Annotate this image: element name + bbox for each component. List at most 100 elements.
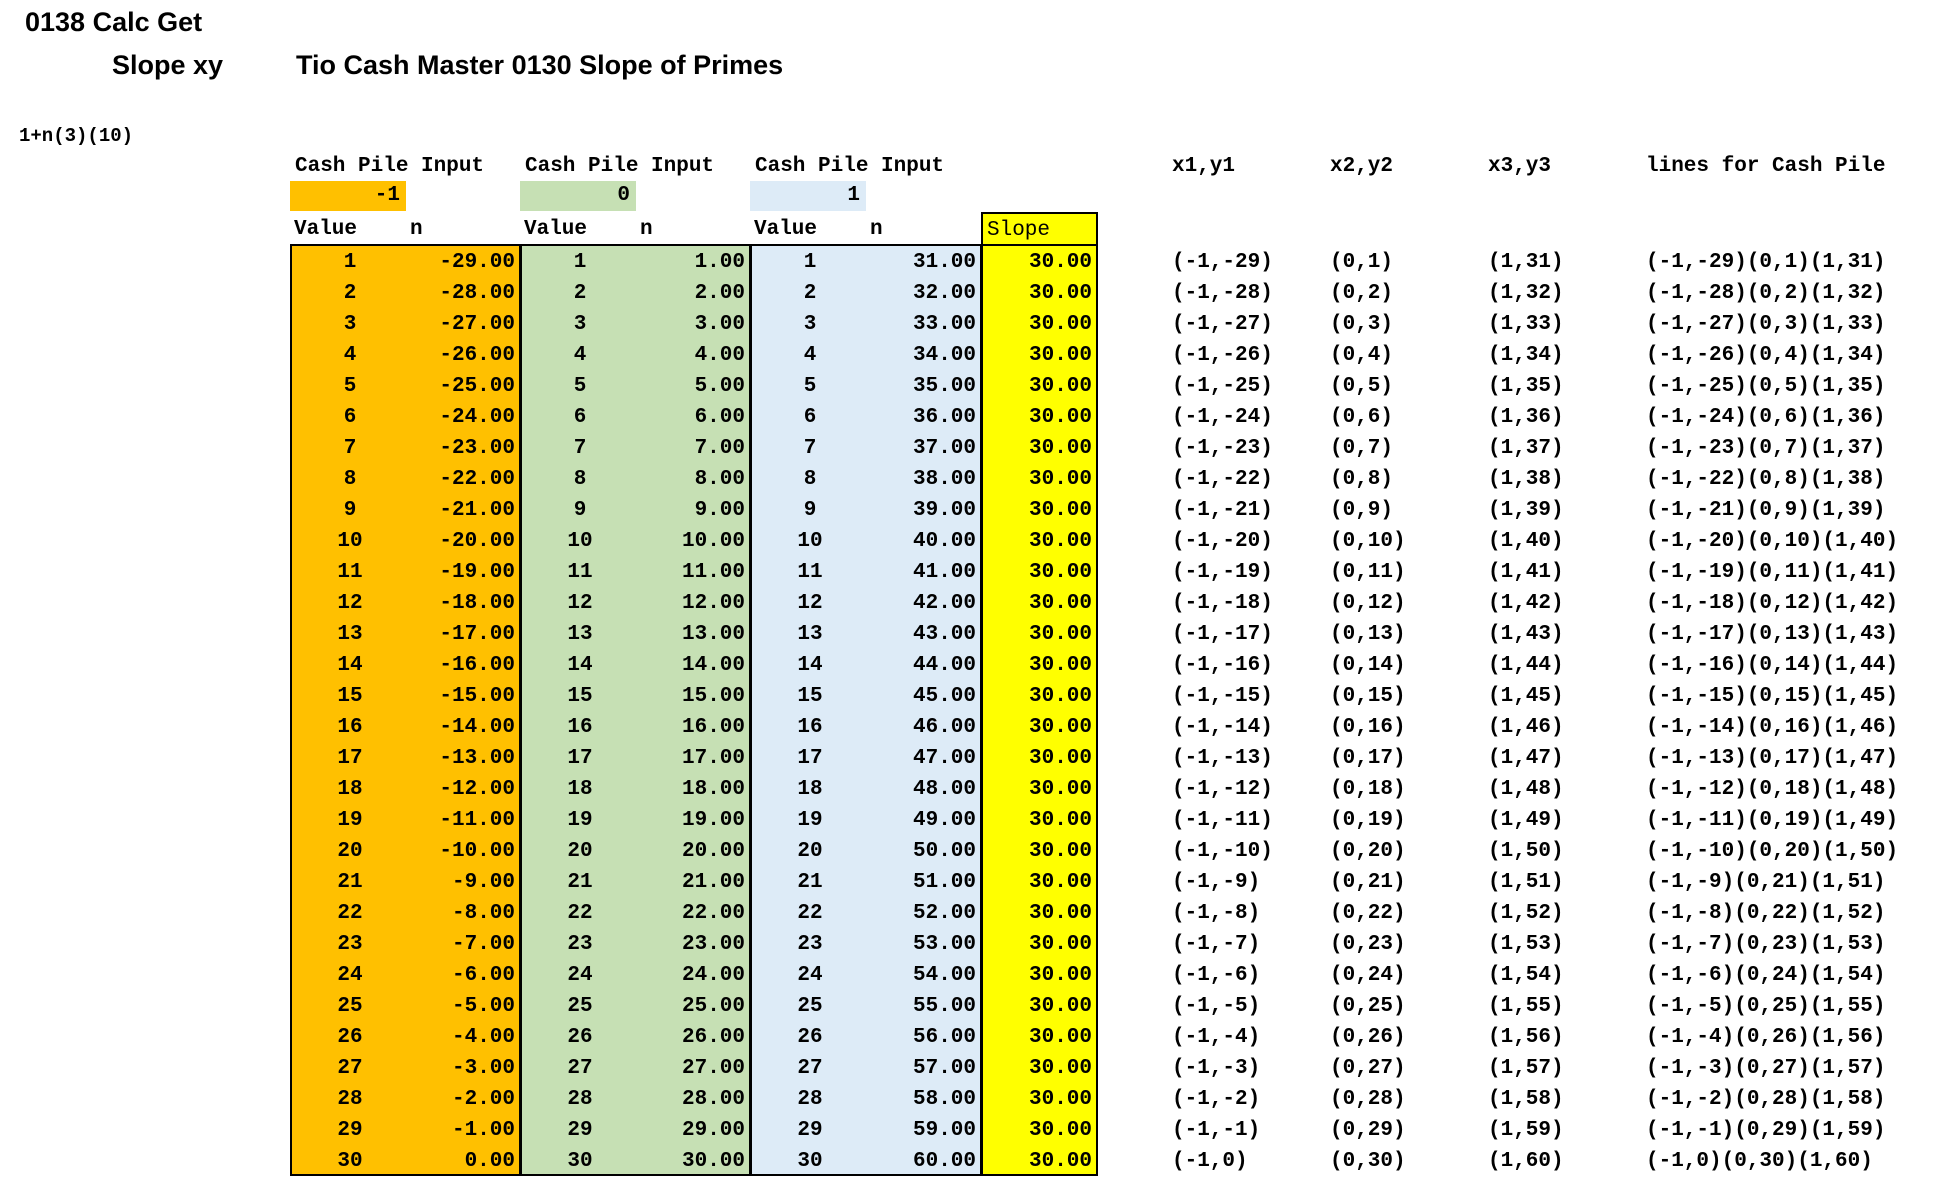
row-n-2: 10.00 (681, 530, 745, 553)
row-point-3: (1,49) (1488, 809, 1564, 832)
row-value-2: 20 (567, 840, 593, 863)
row-point-3: (1,50) (1488, 840, 1564, 863)
row-value-2: 17 (567, 747, 593, 770)
row-value-2: 27 (567, 1057, 593, 1080)
row-value-1: 22 (337, 902, 363, 925)
row-n-1: -8.00 (451, 902, 515, 925)
row-value-1: 12 (337, 592, 363, 615)
row-value-2: 23 (567, 933, 593, 956)
row-value-3: 21 (797, 871, 823, 894)
row-lines: (-1,-19)(0,11)(1,41) (1646, 561, 1899, 584)
row-point-3: (1,34) (1488, 344, 1564, 367)
row-n-3: 41.00 (912, 561, 976, 584)
row-value-3: 20 (797, 840, 823, 863)
row-value-2: 4 (573, 344, 587, 367)
row-point-3: (1,46) (1488, 716, 1564, 739)
row-point-3: (1,52) (1488, 902, 1564, 925)
row-value-2: 24 (567, 964, 593, 987)
row-point-1: (-1,-1) (1172, 1119, 1261, 1142)
row-n-2: 21.00 (681, 871, 745, 894)
row-value-2: 19 (567, 809, 593, 832)
row-slope: 30.00 (1028, 282, 1092, 305)
row-value-2: 28 (567, 1088, 593, 1111)
row-point-2: (0,19) (1330, 809, 1406, 832)
row-point-3: (1,53) (1488, 933, 1564, 956)
row-n-1: -28.00 (439, 282, 515, 305)
row-n-2: 2.00 (694, 282, 745, 305)
row-lines: (-1,-26)(0,4)(1,34) (1646, 344, 1886, 367)
row-value-1: 26 (337, 1026, 363, 1049)
row-slope: 30.00 (1028, 654, 1092, 677)
n-header-1: n (410, 218, 423, 241)
row-point-3: (1,43) (1488, 623, 1564, 646)
row-point-1: (-1,0) (1172, 1150, 1248, 1173)
row-slope: 30.00 (1028, 623, 1092, 646)
row-lines: (-1,-18)(0,12)(1,42) (1646, 592, 1899, 615)
cash-pile-column-3 (750, 244, 982, 1176)
row-slope: 30.00 (1028, 871, 1092, 894)
row-point-2: (0,4) (1330, 344, 1394, 367)
cash-pile-input-label-1: Cash Pile Input (295, 155, 485, 178)
row-n-1: -27.00 (439, 313, 515, 336)
sheet-title: 0138 Calc Get (25, 7, 203, 37)
row-value-1: 6 (343, 406, 357, 429)
row-value-3: 23 (797, 933, 823, 956)
row-point-2: (0,17) (1330, 747, 1406, 770)
row-lines: (-1,0)(0,30)(1,60) (1646, 1150, 1873, 1173)
row-point-3: (1,48) (1488, 778, 1564, 801)
row-n-1: -12.00 (439, 778, 515, 801)
row-value-1: 15 (337, 685, 363, 708)
row-n-3: 37.00 (912, 437, 976, 460)
row-value-2: 5 (573, 375, 587, 398)
row-point-1: (-1,-6) (1172, 964, 1261, 987)
row-value-1: 18 (337, 778, 363, 801)
row-lines: (-1,-10)(0,20)(1,50) (1646, 840, 1899, 863)
cash-pile-input-1[interactable]: -1 (290, 181, 406, 211)
row-point-3: (1,39) (1488, 499, 1564, 522)
row-point-1: (-1,-4) (1172, 1026, 1261, 1049)
row-n-1: -19.00 (439, 561, 515, 584)
row-point-1: (-1,-28) (1172, 282, 1273, 305)
row-n-1: -25.00 (439, 375, 515, 398)
cash-pile-input-3[interactable]: 1 (750, 181, 866, 211)
row-value-1: 9 (343, 499, 357, 522)
row-value-3: 24 (797, 964, 823, 987)
row-point-2: (0,5) (1330, 375, 1394, 398)
row-lines: (-1,-23)(0,7)(1,37) (1646, 437, 1886, 460)
row-value-1: 21 (337, 871, 363, 894)
row-slope: 30.00 (1028, 1026, 1092, 1049)
row-n-1: -1.00 (451, 1119, 515, 1142)
row-point-2: (0,3) (1330, 313, 1394, 336)
row-point-3: (1,42) (1488, 592, 1564, 615)
row-n-1: -16.00 (439, 654, 515, 677)
row-value-3: 9 (803, 499, 817, 522)
row-n-1: -13.00 (439, 747, 515, 770)
row-point-1: (-1,-18) (1172, 592, 1273, 615)
row-n-1: -9.00 (451, 871, 515, 894)
row-value-2: 12 (567, 592, 593, 615)
row-n-3: 36.00 (912, 406, 976, 429)
row-n-3: 53.00 (912, 933, 976, 956)
cash-pile-input-2[interactable]: 0 (520, 181, 636, 211)
row-value-2: 6 (573, 406, 587, 429)
row-n-2: 22.00 (681, 902, 745, 925)
row-point-3: (1,51) (1488, 871, 1564, 894)
row-point-3: (1,33) (1488, 313, 1564, 336)
row-slope: 30.00 (1028, 716, 1092, 739)
row-value-1: 7 (343, 437, 357, 460)
row-point-1: (-1,-7) (1172, 933, 1261, 956)
row-n-3: 42.00 (912, 592, 976, 615)
row-n-2: 11.00 (681, 561, 745, 584)
row-point-2: (0,23) (1330, 933, 1406, 956)
row-n-2: 9.00 (694, 499, 745, 522)
row-point-1: (-1,-21) (1172, 499, 1273, 522)
value-header-3: Value (754, 218, 818, 241)
row-point-1: (-1,-24) (1172, 406, 1273, 429)
row-n-2: 28.00 (681, 1088, 745, 1111)
row-point-2: (0,22) (1330, 902, 1406, 925)
row-value-3: 27 (797, 1057, 823, 1080)
row-slope: 30.00 (1028, 1088, 1092, 1111)
row-value-2: 29 (567, 1119, 593, 1142)
formula-label: 1+n(3)(10) (19, 125, 134, 147)
slope-header: Slope (981, 212, 1098, 245)
